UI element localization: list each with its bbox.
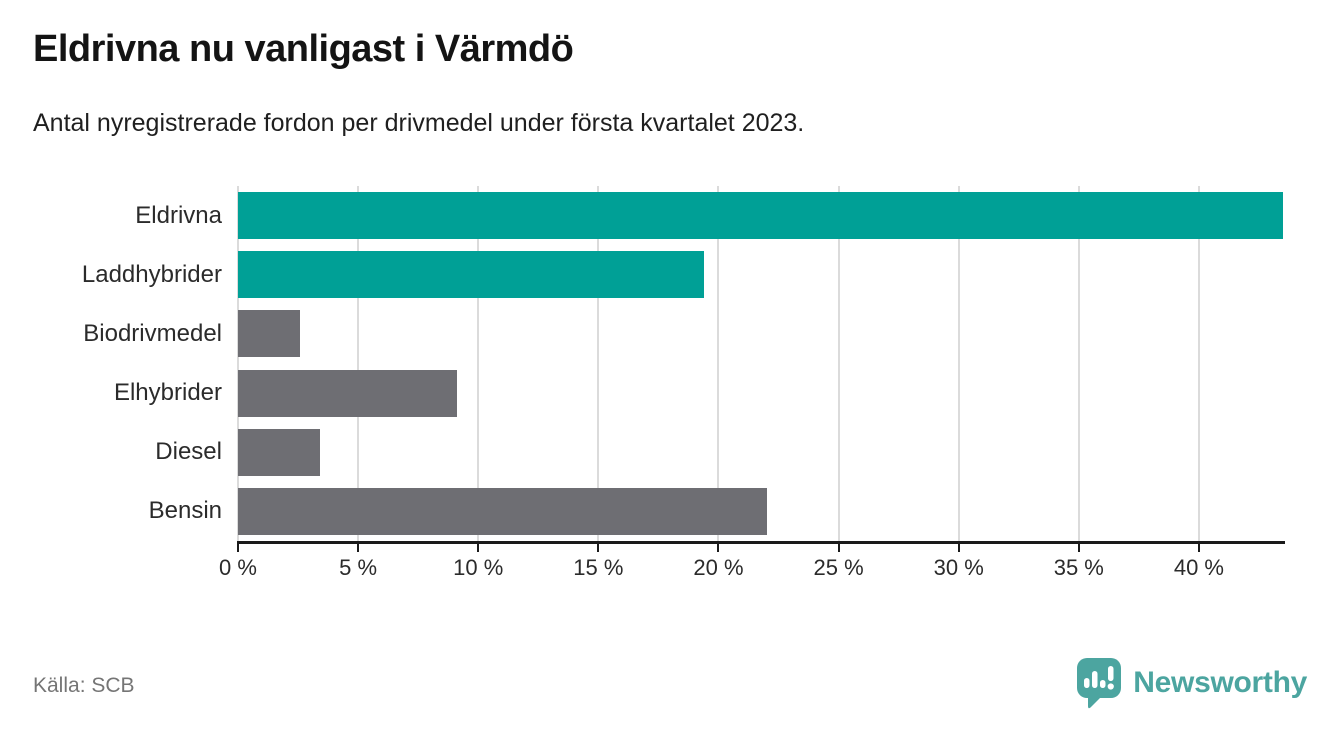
chart-row: Eldrivna bbox=[33, 186, 1283, 245]
x-tick bbox=[357, 544, 360, 552]
gridline bbox=[237, 186, 239, 541]
bar-track bbox=[238, 369, 1283, 417]
x-tick-label: 15 % bbox=[573, 555, 624, 580]
newsworthy-logo-icon bbox=[1077, 658, 1122, 709]
gridline bbox=[597, 186, 600, 541]
category-label: Bensin bbox=[148, 497, 222, 525]
x-tick-label: 5 % bbox=[339, 555, 378, 580]
x-tick bbox=[837, 544, 840, 552]
bar-track bbox=[238, 428, 1283, 476]
bar-track bbox=[238, 487, 1283, 535]
x-tick-label: 30 % bbox=[933, 555, 984, 580]
chart-row: Biodrivmedel bbox=[33, 304, 1283, 363]
chart-row: Laddhybrider bbox=[33, 245, 1283, 304]
chart-row: Elhybrider bbox=[33, 364, 1283, 423]
source-note: Källa: SCB bbox=[33, 674, 135, 697]
category-label: Biodrivmedel bbox=[83, 319, 222, 347]
bar-eldrivna bbox=[238, 192, 1283, 240]
bar-track bbox=[238, 251, 1283, 299]
x-tick bbox=[237, 544, 239, 552]
category-label: Diesel bbox=[155, 438, 222, 466]
x-tick-label: 20 % bbox=[693, 555, 744, 580]
page-subtitle: Antal nyregistrerade fordon per drivmede… bbox=[33, 109, 805, 137]
x-tick-label: 25 % bbox=[813, 555, 864, 580]
x-tick bbox=[717, 544, 720, 552]
gridline bbox=[477, 186, 480, 541]
x-tick bbox=[957, 544, 960, 552]
bar-biodrivmedel bbox=[238, 310, 301, 358]
x-tick bbox=[1077, 544, 1080, 552]
category-label: Laddhybrider bbox=[81, 260, 222, 288]
x-tick bbox=[477, 544, 480, 552]
x-axis-line bbox=[237, 541, 1285, 544]
gridline bbox=[1077, 186, 1080, 541]
category-label: Elhybrider bbox=[113, 379, 222, 407]
plot-gridlines bbox=[237, 186, 1283, 541]
bar-track bbox=[238, 310, 1283, 358]
x-tick-label: 35 % bbox=[1053, 555, 1104, 580]
chart-row: Bensin bbox=[33, 482, 1283, 541]
chart-rows: Eldrivna Laddhybrider Biodrivmedel Elhybrid… bbox=[33, 186, 1283, 541]
gridline bbox=[1197, 186, 1200, 541]
x-tick-label: 40 % bbox=[1173, 555, 1224, 580]
x-tick-label: 10 % bbox=[453, 555, 504, 580]
chart-row: Diesel bbox=[33, 423, 1283, 482]
gridline bbox=[957, 186, 960, 541]
gridline bbox=[357, 186, 360, 541]
newsworthy-logo-text: Newsworthy bbox=[1133, 666, 1307, 699]
bar-elhybrider bbox=[238, 369, 457, 417]
gridline bbox=[717, 186, 720, 541]
newsworthy-logo: Newsworthy bbox=[1075, 656, 1307, 710]
x-tick bbox=[597, 544, 600, 552]
page-title: Eldrivna nu vanligast i Värmdö bbox=[33, 28, 574, 70]
bar-track bbox=[238, 192, 1283, 240]
bar-diesel bbox=[238, 428, 320, 476]
category-label: Eldrivna bbox=[135, 201, 222, 229]
bar-bensin bbox=[238, 487, 767, 535]
x-tick bbox=[1197, 544, 1200, 552]
x-tick-label: 0 % bbox=[219, 555, 257, 580]
gridline bbox=[837, 186, 840, 541]
bar-laddhybrider bbox=[238, 251, 705, 299]
x-axis: 0 % 5 % 10 % 15 % 20 % 25 % 30 % 35 % 40 % bbox=[219, 541, 1285, 581]
